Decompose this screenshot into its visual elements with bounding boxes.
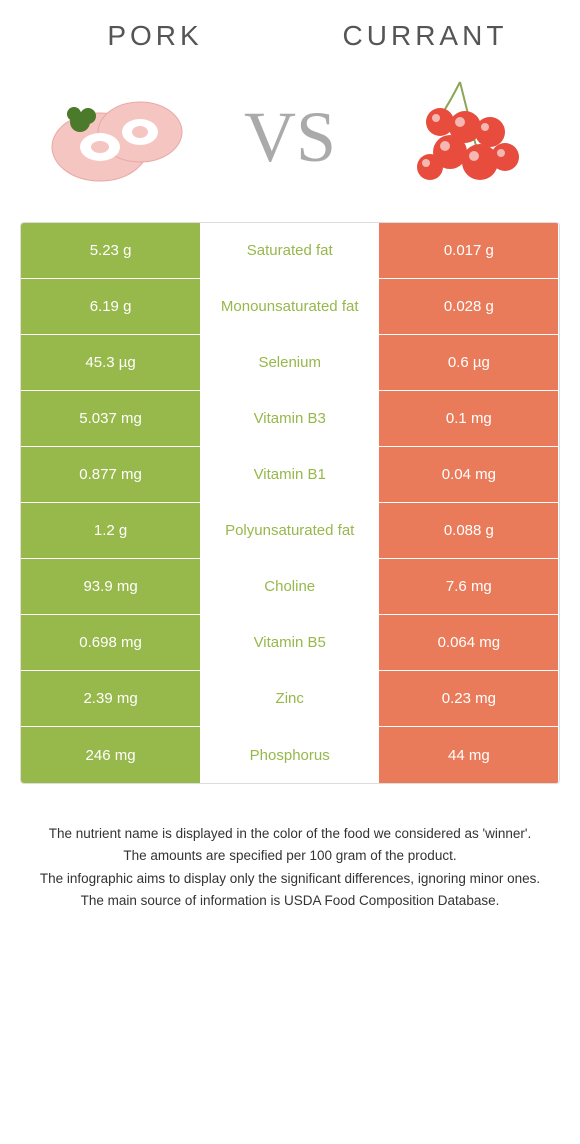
food-name-left: PORK — [20, 20, 290, 52]
cell-nutrient-label: Choline — [200, 559, 379, 614]
cell-nutrient-label: Monounsaturated fat — [200, 279, 379, 334]
cell-nutrient-label: Vitamin B1 — [200, 447, 379, 502]
cell-right-value: 7.6 mg — [379, 559, 558, 614]
table-row: 5.23 gSaturated fat0.017 g — [21, 223, 559, 279]
cell-left-value: 93.9 mg — [21, 559, 200, 614]
table-row: 1.2 gPolyunsaturated fat0.088 g — [21, 503, 559, 559]
cell-left-value: 5.037 mg — [21, 391, 200, 446]
cell-left-value: 0.698 mg — [21, 615, 200, 670]
cell-right-value: 0.6 µg — [379, 335, 558, 390]
cell-nutrient-label: Zinc — [200, 671, 379, 726]
table-row: 5.037 mgVitamin B30.1 mg — [21, 391, 559, 447]
cell-left-value: 246 mg — [21, 727, 200, 783]
table-row: 93.9 mgCholine7.6 mg — [21, 559, 559, 615]
footer-line-2: The amounts are specified per 100 gram o… — [30, 846, 550, 866]
table-row: 45.3 µgSelenium0.6 µg — [21, 335, 559, 391]
footer-line-3: The infographic aims to display only the… — [30, 869, 550, 889]
cell-nutrient-label: Selenium — [200, 335, 379, 390]
cell-nutrient-label: Vitamin B5 — [200, 615, 379, 670]
cell-left-value: 0.877 mg — [21, 447, 200, 502]
cell-right-value: 44 mg — [379, 727, 558, 783]
cell-right-value: 0.04 mg — [379, 447, 558, 502]
footer-line-1: The nutrient name is displayed in the co… — [30, 824, 550, 844]
header: PORK CURRANT — [20, 20, 560, 52]
table-row: 6.19 gMonounsaturated fat0.028 g — [21, 279, 559, 335]
cell-right-value: 0.23 mg — [379, 671, 558, 726]
cell-right-value: 0.088 g — [379, 503, 558, 558]
cell-left-value: 1.2 g — [21, 503, 200, 558]
table-row: 0.698 mgVitamin B50.064 mg — [21, 615, 559, 671]
cell-right-value: 0.1 mg — [379, 391, 558, 446]
cell-left-value: 45.3 µg — [21, 335, 200, 390]
food-name-right: CURRANT — [290, 20, 560, 52]
table-row: 246 mgPhosphorus44 mg — [21, 727, 559, 783]
cell-nutrient-label: Saturated fat — [200, 223, 379, 278]
vs-text: VS — [244, 96, 336, 179]
pork-image — [40, 72, 200, 202]
table-row: 0.877 mgVitamin B10.04 mg — [21, 447, 559, 503]
cell-nutrient-label: Vitamin B3 — [200, 391, 379, 446]
cell-left-value: 5.23 g — [21, 223, 200, 278]
nutrient-table: 5.23 gSaturated fat0.017 g6.19 gMonounsa… — [20, 222, 560, 784]
currant-image — [380, 72, 540, 202]
cell-left-value: 2.39 mg — [21, 671, 200, 726]
cell-right-value: 0.028 g — [379, 279, 558, 334]
table-row: 2.39 mgZinc0.23 mg — [21, 671, 559, 727]
footer-text: The nutrient name is displayed in the co… — [20, 824, 560, 911]
footer-line-4: The main source of information is USDA F… — [30, 891, 550, 911]
cell-left-value: 6.19 g — [21, 279, 200, 334]
cell-right-value: 0.017 g — [379, 223, 558, 278]
images-row: VS — [20, 62, 560, 222]
cell-nutrient-label: Polyunsaturated fat — [200, 503, 379, 558]
infographic-container: PORK CURRANT VS — [0, 0, 580, 933]
cell-right-value: 0.064 mg — [379, 615, 558, 670]
cell-nutrient-label: Phosphorus — [200, 727, 379, 783]
